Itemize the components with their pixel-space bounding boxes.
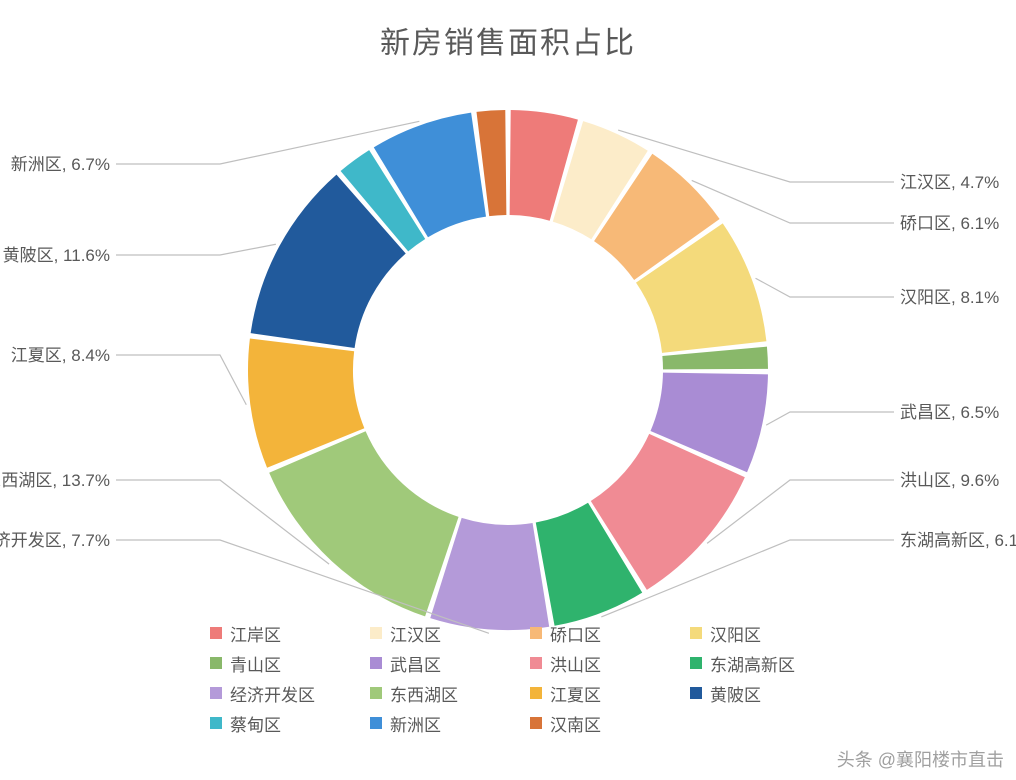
leader-line xyxy=(116,244,276,255)
callout-东西湖区: 东西湖区, 13.7% xyxy=(0,471,110,490)
legend-item-新洲区: 新洲区 xyxy=(370,708,530,738)
legend-item-黄陂区: 黄陂区 xyxy=(690,678,850,708)
legend-swatch xyxy=(530,687,542,699)
legend-label: 黄陂区 xyxy=(710,681,761,706)
leader-line xyxy=(116,355,246,405)
legend-swatch xyxy=(530,627,542,639)
legend-label: 东西湖区 xyxy=(390,681,458,706)
legend-label: 蔡甸区 xyxy=(230,711,281,736)
legend-item-江夏区: 江夏区 xyxy=(530,678,690,708)
legend-swatch xyxy=(530,717,542,729)
legend-swatch xyxy=(210,627,222,639)
legend-item-蔡甸区: 蔡甸区 xyxy=(210,708,370,738)
legend-label: 东湖高新区 xyxy=(710,651,795,676)
legend-item-汉南区: 汉南区 xyxy=(530,708,690,738)
legend-label: 江夏区 xyxy=(550,681,601,706)
legend-label: 武昌区 xyxy=(390,651,441,676)
legend-swatch xyxy=(690,657,702,669)
legend-item-汉阳区: 汉阳区 xyxy=(690,618,850,648)
legend-item-洪山区: 洪山区 xyxy=(530,648,690,678)
callout-江汉区: 江汉区, 4.7% xyxy=(900,173,999,192)
callout-硚口区: 硚口区, 6.1% xyxy=(900,214,999,233)
legend-item-东湖高新区: 东湖高新区 xyxy=(690,648,850,678)
callout-汉阳区: 汉阳区, 8.1% xyxy=(900,288,999,307)
legend-item-江岸区: 江岸区 xyxy=(210,618,370,648)
callout-新洲区: 新洲区, 6.7% xyxy=(11,155,110,174)
legend-swatch xyxy=(530,657,542,669)
callout-武昌区: 武昌区, 6.5% xyxy=(900,403,999,422)
callout-经济开发区: 经济开发区, 7.7% xyxy=(0,531,110,550)
callout-洪山区: 洪山区, 9.6% xyxy=(900,471,999,490)
legend-item-硚口区: 硚口区 xyxy=(530,618,690,648)
leader-line xyxy=(116,121,419,164)
legend-swatch xyxy=(370,657,382,669)
watermark: 头条 @襄阳楼市直击 xyxy=(837,746,1004,772)
callout-东湖高新区: 东湖高新区, 6.1% xyxy=(900,531,1016,550)
legend-label: 青山区 xyxy=(230,651,281,676)
legend-label: 洪山区 xyxy=(550,651,601,676)
legend-item-经济开发区: 经济开发区 xyxy=(210,678,370,708)
legend-item-东西湖区: 东西湖区 xyxy=(370,678,530,708)
legend-label: 江汉区 xyxy=(390,621,441,646)
legend-label: 汉南区 xyxy=(550,711,601,736)
legend-item-江汉区: 江汉区 xyxy=(370,618,530,648)
legend-swatch xyxy=(210,717,222,729)
legend-label: 经济开发区 xyxy=(230,681,315,706)
legend-label: 硚口区 xyxy=(550,621,601,646)
slice-东西湖区 xyxy=(269,431,458,616)
leader-line xyxy=(756,278,894,297)
legend-swatch xyxy=(370,687,382,699)
legend-label: 汉阳区 xyxy=(710,621,761,646)
leader-line xyxy=(766,412,894,425)
callout-黄陂区: 黄陂区, 11.6% xyxy=(3,246,110,265)
legend-item-青山区: 青山区 xyxy=(210,648,370,678)
legend-swatch xyxy=(370,627,382,639)
legend-swatch xyxy=(690,687,702,699)
legend-label: 新洲区 xyxy=(390,711,441,736)
callout-江夏区: 江夏区, 8.4% xyxy=(11,346,110,365)
legend-item-武昌区: 武昌区 xyxy=(370,648,530,678)
legend-swatch xyxy=(210,657,222,669)
legend-label: 江岸区 xyxy=(230,621,281,646)
legend-swatch xyxy=(370,717,382,729)
legend: 江岸区 江汉区 硚口区 汉阳区青山区 武昌区 洪山区 东湖高新区经济开发区 东西湖区 江夏区 黄陂… xyxy=(210,618,850,738)
leader-line xyxy=(692,180,894,223)
legend-swatch xyxy=(690,627,702,639)
legend-swatch xyxy=(210,687,222,699)
